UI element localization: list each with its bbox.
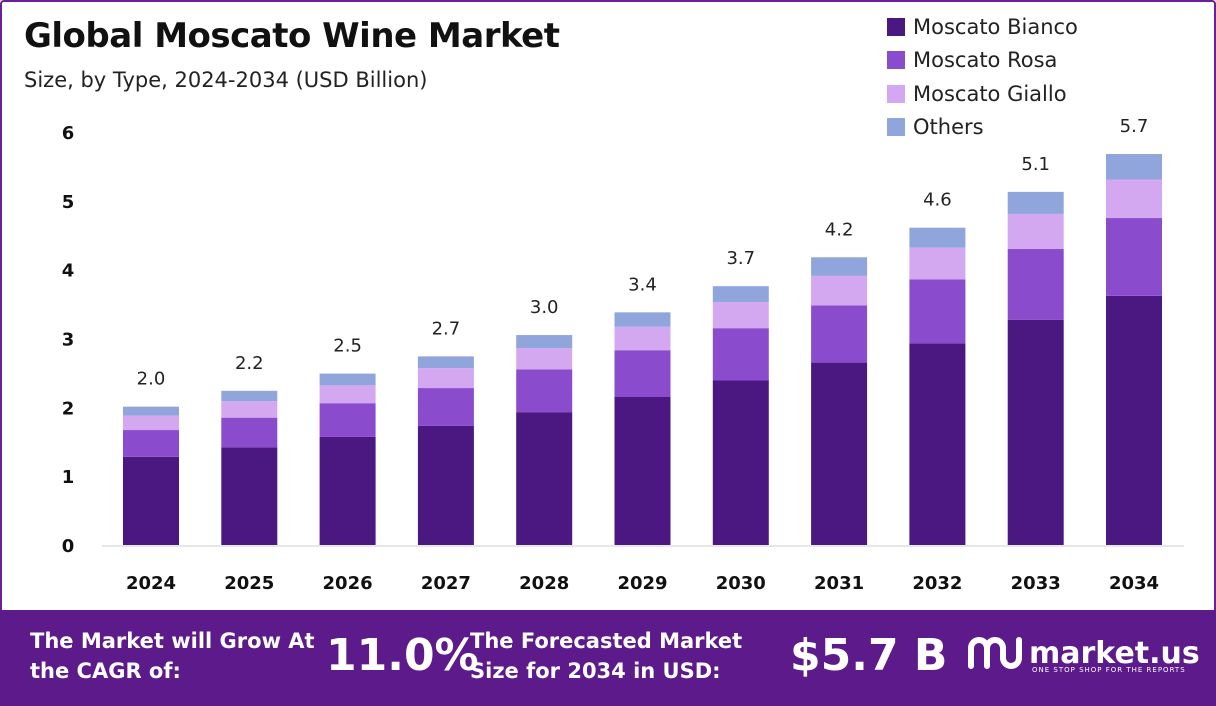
bar-segment-moscato-rosa <box>1106 218 1162 296</box>
x-tick-label: 2027 <box>421 573 471 594</box>
legend-label: Moscato Bianco <box>913 14 1078 39</box>
bar-segment-moscato-bianco <box>1106 295 1162 545</box>
legend-swatch <box>887 51 905 70</box>
x-tick-label: 2028 <box>519 573 569 594</box>
bar-total-label: 4.6 <box>923 190 952 211</box>
bar-segment-moscato-rosa <box>1007 249 1064 320</box>
bar-segment-others <box>221 390 278 402</box>
legend-item-others: Others <box>887 111 1078 145</box>
bar-segment-moscato-giallo <box>417 368 474 389</box>
bar-segment-moscato-rosa <box>614 350 671 398</box>
bar-segment-others <box>516 335 573 349</box>
legend-item-moscato-rosa: Moscato Rosa <box>887 44 1078 78</box>
bar-segment-others <box>319 373 376 386</box>
bar-segment-moscato-bianco <box>123 456 179 545</box>
bar-total-label: 2.7 <box>432 318 461 339</box>
bar-segment-others <box>909 227 966 248</box>
bar-segment-moscato-rosa <box>417 388 474 426</box>
brand-name: market.us <box>1029 636 1200 671</box>
bar-segment-moscato-bianco <box>221 447 278 545</box>
x-tick-label: 2033 <box>1011 573 1061 594</box>
bar-total-label: 5.1 <box>1021 154 1050 175</box>
bar-segment-moscato-rosa <box>712 328 769 381</box>
bar-segment-others <box>811 257 868 276</box>
x-tick-label: 2034 <box>1109 573 1159 594</box>
bar-segment-moscato-rosa <box>221 417 278 448</box>
bar-chart: 0 1 2 3 4 5 6 2.0 2024 2.2 2025 2.5 2026 2.7 2027 3.0 20… <box>62 116 1184 594</box>
x-tick-label: 2032 <box>912 573 962 594</box>
chart-subtitle: Size, by Type, 2024-2034 (USD Billion) <box>24 68 428 92</box>
chart-title: Global Moscato Wine Market <box>24 16 560 56</box>
footer-banner: The Market will Grow At the CAGR of: 11.… <box>0 610 1216 706</box>
bar-segment-others <box>123 406 179 416</box>
bar-total-label: 2.2 <box>235 353 264 374</box>
bar-segment-moscato-bianco <box>614 397 671 545</box>
cagr-label: The Market will Grow At the CAGR of: <box>30 629 315 683</box>
bar-total-label: 2.0 <box>137 369 166 390</box>
legend-swatch <box>887 84 905 103</box>
bar-segment-others <box>1106 154 1162 180</box>
y-tick-label: 5 <box>62 192 75 213</box>
bar-segment-moscato-rosa <box>123 430 179 457</box>
y-tick-label: 6 <box>62 123 75 144</box>
legend-swatch <box>887 17 905 36</box>
y-tick-label: 2 <box>62 398 75 419</box>
bar-segment-moscato-giallo <box>123 415 179 431</box>
bar-total-label: 3.7 <box>726 248 755 269</box>
bar-segment-moscato-rosa <box>319 403 376 437</box>
forecast-label: The Forecasted Market Size for 2034 in U… <box>470 629 743 683</box>
bar-segment-moscato-bianco <box>811 362 868 545</box>
bar-segment-moscato-rosa <box>909 279 966 344</box>
y-tick-label: 1 <box>62 467 75 488</box>
bar-segment-others <box>614 312 671 327</box>
bar-segment-moscato-giallo <box>614 326 671 351</box>
legend-label: Moscato Giallo <box>913 81 1067 106</box>
bar-segment-moscato-giallo <box>1007 213 1064 250</box>
bar-segment-moscato-bianco <box>516 412 573 545</box>
bar-total-label: 2.5 <box>333 336 362 357</box>
bar-segment-moscato-giallo <box>811 275 868 306</box>
bar-segment-moscato-bianco <box>1007 319 1064 545</box>
x-tick-label: 2031 <box>814 573 864 594</box>
bar-segment-moscato-giallo <box>909 247 966 280</box>
y-tick-label: 4 <box>62 261 75 282</box>
legend-item-moscato-bianco: Moscato Bianco <box>887 10 1078 44</box>
legend: Moscato Bianco Moscato Rosa Moscato Gial… <box>887 10 1078 144</box>
bar-segment-moscato-giallo <box>712 302 769 329</box>
x-tick-label: 2029 <box>617 573 667 594</box>
bar-segment-others <box>417 356 474 369</box>
legend-item-moscato-giallo: Moscato Giallo <box>887 77 1078 111</box>
bar-segment-others <box>712 286 769 303</box>
brand-tagline: ONE STOP SHOP FOR THE REPORTS <box>1032 666 1186 674</box>
bar-segment-moscato-bianco <box>417 425 474 545</box>
y-tick-label: 3 <box>62 330 75 351</box>
bar-total-label: 3.4 <box>628 274 657 295</box>
legend-label: Moscato Rosa <box>913 48 1058 73</box>
bar-segment-moscato-giallo <box>516 348 573 370</box>
x-tick-label: 2024 <box>126 573 176 594</box>
bar-segment-moscato-rosa <box>811 305 868 363</box>
bar-segment-moscato-giallo <box>319 385 376 404</box>
forecast-value: $5.7 B <box>790 630 948 681</box>
bar-segment-others <box>1007 191 1064 214</box>
bar-segment-moscato-rosa <box>516 369 573 413</box>
bar-segment-moscato-giallo <box>1106 179 1162 219</box>
legend-label: Others <box>913 115 984 140</box>
market-us-logo-icon <box>968 637 1022 669</box>
x-tick-label: 2025 <box>224 573 274 594</box>
cagr-value: 11.0% <box>326 630 479 681</box>
x-tick-label: 2030 <box>716 573 766 594</box>
bar-segment-moscato-bianco <box>712 380 769 545</box>
brand-logo: market.us <box>965 634 1200 674</box>
y-tick-label: 0 <box>62 536 75 557</box>
bar-segment-moscato-giallo <box>221 401 278 418</box>
bar-total-label: 5.7 <box>1120 116 1149 137</box>
bar-total-label: 4.2 <box>825 219 854 240</box>
x-tick-label: 2026 <box>323 573 373 594</box>
bar-segment-moscato-bianco <box>319 436 376 545</box>
bar-total-label: 3.0 <box>530 297 559 318</box>
bar-segment-moscato-bianco <box>909 343 966 545</box>
legend-swatch <box>887 118 905 137</box>
